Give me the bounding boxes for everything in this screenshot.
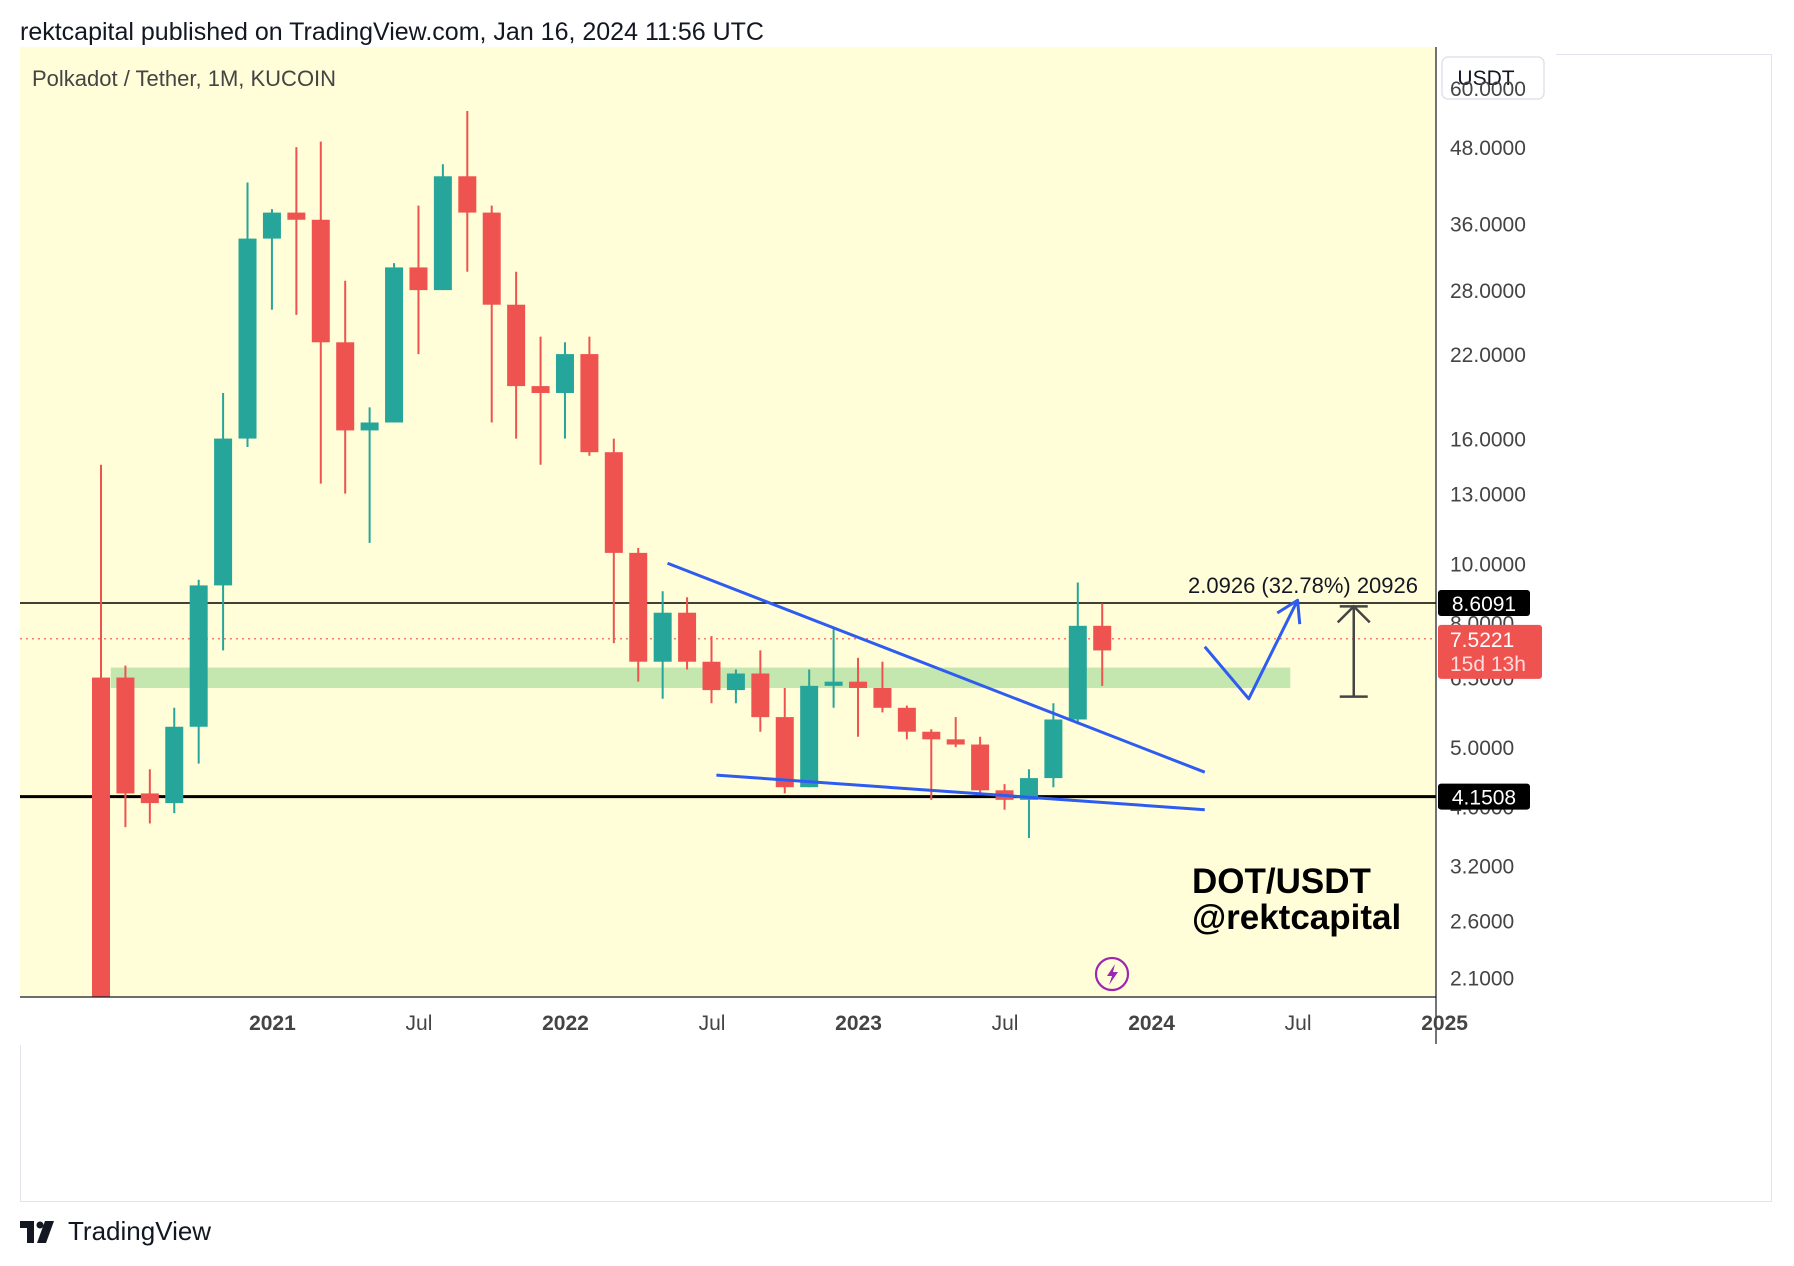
candle-2023-08[interactable] xyxy=(971,744,990,791)
measure-label: 2.0926 (32.78%) 20926 xyxy=(1188,573,1418,598)
resistance-price-tag[interactable] xyxy=(1438,590,1530,617)
lightning-bolt-glyph xyxy=(1107,964,1118,985)
candle-2021-10[interactable] xyxy=(433,176,452,291)
currency-button-label: USDT xyxy=(1457,67,1514,90)
y-tick-label: 2.6000 xyxy=(1450,911,1514,934)
candle-2023-02[interactable] xyxy=(824,681,843,686)
projected-path[interactable] xyxy=(1203,599,1299,701)
candle-countdown-label: 15d 13h xyxy=(1450,653,1526,676)
y-tick-label: 3.2000 xyxy=(1450,856,1514,879)
candle-2022-04[interactable] xyxy=(580,354,599,453)
candle-2021-06[interactable] xyxy=(336,342,355,431)
candle-2021-05[interactable] xyxy=(311,219,330,343)
lower-trendline[interactable] xyxy=(716,773,1205,812)
candle-2021-08[interactable] xyxy=(385,267,404,423)
tv-brand-label[interactable]: TradingView xyxy=(68,1216,212,1246)
candle-2023-10[interactable] xyxy=(1019,778,1038,800)
price-axis[interactable] xyxy=(1436,47,1556,1045)
projected-path-arrowhead xyxy=(1276,598,1302,625)
y-tick-label: 48.0000 xyxy=(1450,137,1526,160)
candle-2020-10[interactable] xyxy=(140,793,159,804)
candle-2022-02[interactable] xyxy=(531,386,550,393)
candle-2021-01[interactable] xyxy=(214,438,233,586)
y-tick-label: 5.0000 xyxy=(1450,737,1514,760)
currency-button[interactable] xyxy=(1441,56,1545,100)
time-axis[interactable] xyxy=(20,997,1436,1045)
candle-2023-01[interactable] xyxy=(800,685,819,788)
x-tick-label: 2025 xyxy=(1421,1012,1468,1035)
candle-2021-12[interactable] xyxy=(482,212,501,305)
y-tick-label: 13.0000 xyxy=(1450,484,1526,507)
lightning-icon[interactable] xyxy=(1094,956,1130,992)
candle-2020-11[interactable] xyxy=(165,726,184,804)
footer: TradingView xyxy=(20,1216,211,1247)
support-zone xyxy=(110,667,1291,688)
candle-2023-07[interactable] xyxy=(946,739,965,745)
candle-2022-06[interactable] xyxy=(629,552,648,662)
support-price-tag[interactable] xyxy=(1438,783,1530,810)
candle-2022-07[interactable] xyxy=(653,612,672,662)
measure-arrowhead xyxy=(1336,604,1371,624)
candle-2021-09[interactable] xyxy=(409,267,428,291)
candle-2021-03[interactable] xyxy=(262,212,281,239)
candle-2022-10[interactable] xyxy=(726,673,745,691)
candle-2022-08[interactable] xyxy=(678,612,697,662)
publish-info: rektcapital published on TradingView.com… xyxy=(20,18,764,46)
x-tick-label: 2024 xyxy=(1128,1012,1175,1035)
candle-2022-03[interactable] xyxy=(555,354,574,393)
candle-2024-01[interactable] xyxy=(1093,625,1112,651)
y-tick-label: 22.0000 xyxy=(1450,344,1526,367)
candle-2022-05[interactable] xyxy=(604,452,623,553)
candle-2020-08[interactable] xyxy=(92,677,110,997)
candle-2023-11[interactable] xyxy=(1044,719,1063,779)
y-tick-label: 2.1000 xyxy=(1450,967,1514,990)
support-price-label: 4.1508 xyxy=(1452,787,1516,810)
y-tick-label: 10.0000 xyxy=(1450,553,1526,576)
candle-2021-02[interactable] xyxy=(238,238,257,439)
plot-area[interactable] xyxy=(20,47,1436,997)
y-tick-label: 28.0000 xyxy=(1450,280,1526,303)
candle-2023-12[interactable] xyxy=(1068,625,1087,720)
y-tick-label: 36.0000 xyxy=(1450,213,1526,236)
tv-logo-icon[interactable] xyxy=(20,1220,60,1243)
symbol-title: Polkadot / Tether, 1M, KUCOIN xyxy=(32,66,336,91)
candle-2023-06[interactable] xyxy=(922,731,941,740)
candle-2021-11[interactable] xyxy=(458,176,477,213)
x-tick-label: 2023 xyxy=(835,1012,882,1035)
candle-2022-09[interactable] xyxy=(702,661,721,691)
candle-2022-12[interactable] xyxy=(775,717,794,788)
watermark-pair: DOT/USDT xyxy=(1192,862,1371,901)
candle-2021-04[interactable] xyxy=(287,212,306,220)
current-price-label: 7.5221 xyxy=(1450,629,1514,652)
x-tick-label: Jul xyxy=(406,1012,433,1035)
candle-2020-09[interactable] xyxy=(116,677,135,794)
resistance-price-label: 8.6091 xyxy=(1452,593,1516,616)
y-tick-label: 60.0000 xyxy=(1450,78,1526,101)
upper-trendline[interactable] xyxy=(667,561,1206,774)
candle-2023-04[interactable] xyxy=(873,687,892,708)
x-tick-label: Jul xyxy=(699,1012,726,1035)
candle-2021-07[interactable] xyxy=(360,422,379,431)
x-tick-label: Jul xyxy=(1285,1012,1312,1035)
candle-2020-12[interactable] xyxy=(189,585,208,727)
x-tick-label: 2022 xyxy=(542,1012,589,1035)
watermark-handle: @rektcapital xyxy=(1192,898,1401,937)
current-price-tag[interactable] xyxy=(1438,624,1542,679)
candle-2023-03[interactable] xyxy=(849,681,868,688)
x-tick-label: 2021 xyxy=(249,1012,296,1035)
candle-2022-11[interactable] xyxy=(751,673,770,718)
y-tick-label: 16.0000 xyxy=(1450,429,1526,452)
x-tick-label: Jul xyxy=(992,1012,1019,1035)
candle-2023-05[interactable] xyxy=(897,707,916,732)
candle-2022-01[interactable] xyxy=(507,304,526,387)
